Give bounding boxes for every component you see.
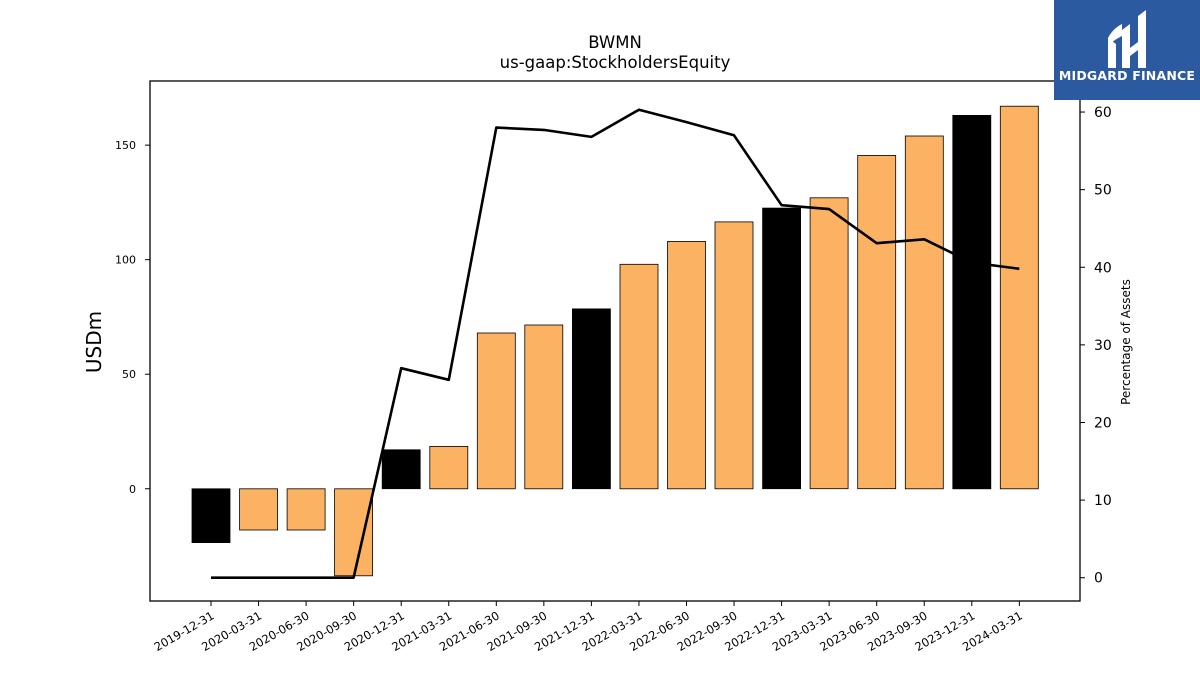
y2-tick-label: 60 (1094, 105, 1112, 121)
chart-subtitle: us-gaap:StockholdersEquity (500, 53, 731, 72)
y2-axis: 0 10 20 30 40 50 60 (1080, 105, 1112, 587)
y2-tick-label: 40 (1094, 260, 1112, 276)
midgard-logo-icon (1108, 10, 1146, 68)
y2-axis-label: Percentage of Assets (1119, 279, 1133, 405)
bar-2020-09-30 (334, 488, 374, 577)
percentage-line (211, 108, 1020, 580)
bar-2020-06-30 (286, 488, 326, 531)
line-series (211, 108, 1020, 580)
bar-2023-12-31 (952, 115, 992, 490)
bar-2021-03-31 (429, 445, 469, 490)
bar-2022-09-30 (714, 221, 754, 490)
bar-2021-12-31 (572, 308, 611, 490)
plot-frame (149, 80, 1081, 602)
bar-2023-06-30 (857, 154, 897, 490)
chart-title: BWMN (588, 33, 642, 52)
x-axis: 2019-12-312020-03-312020-06-302020-09-30… (152, 601, 1025, 654)
bar-2022-12-31 (762, 207, 801, 490)
y2-tick-label: 20 (1094, 415, 1112, 431)
logo-text: MIDGARD FINANCE (1058, 68, 1196, 83)
bar-2019-12-31 (191, 488, 231, 543)
y-axis: 0 50 100 150 (115, 139, 150, 496)
y-axis-label: USDm (82, 311, 106, 373)
y-tick-label: 0 (129, 483, 136, 496)
bar-2024-03-31 (999, 105, 1039, 490)
bar-2022-06-30 (667, 240, 706, 490)
y2-tick-label: 30 (1094, 338, 1112, 354)
y2-tick-label: 10 (1094, 493, 1112, 509)
bar-series (191, 105, 1039, 577)
bar-2021-09-30 (524, 324, 564, 490)
brand-logo: MIDGARD FINANCE (1054, 0, 1200, 100)
y2-tick-label: 50 (1094, 183, 1112, 199)
y-tick-label: 150 (115, 139, 136, 152)
bar-2023-09-30 (904, 135, 944, 490)
bar-2023-03-31 (809, 197, 849, 490)
bar-2021-06-30 (476, 332, 516, 490)
y-tick-label: 50 (122, 368, 136, 381)
y2-tick-label: 0 (1094, 571, 1103, 587)
y-tick-label: 100 (115, 254, 136, 267)
bar-2022-03-31 (619, 263, 659, 490)
bar-2020-03-31 (239, 488, 279, 531)
bar-2020-12-31 (381, 449, 421, 490)
